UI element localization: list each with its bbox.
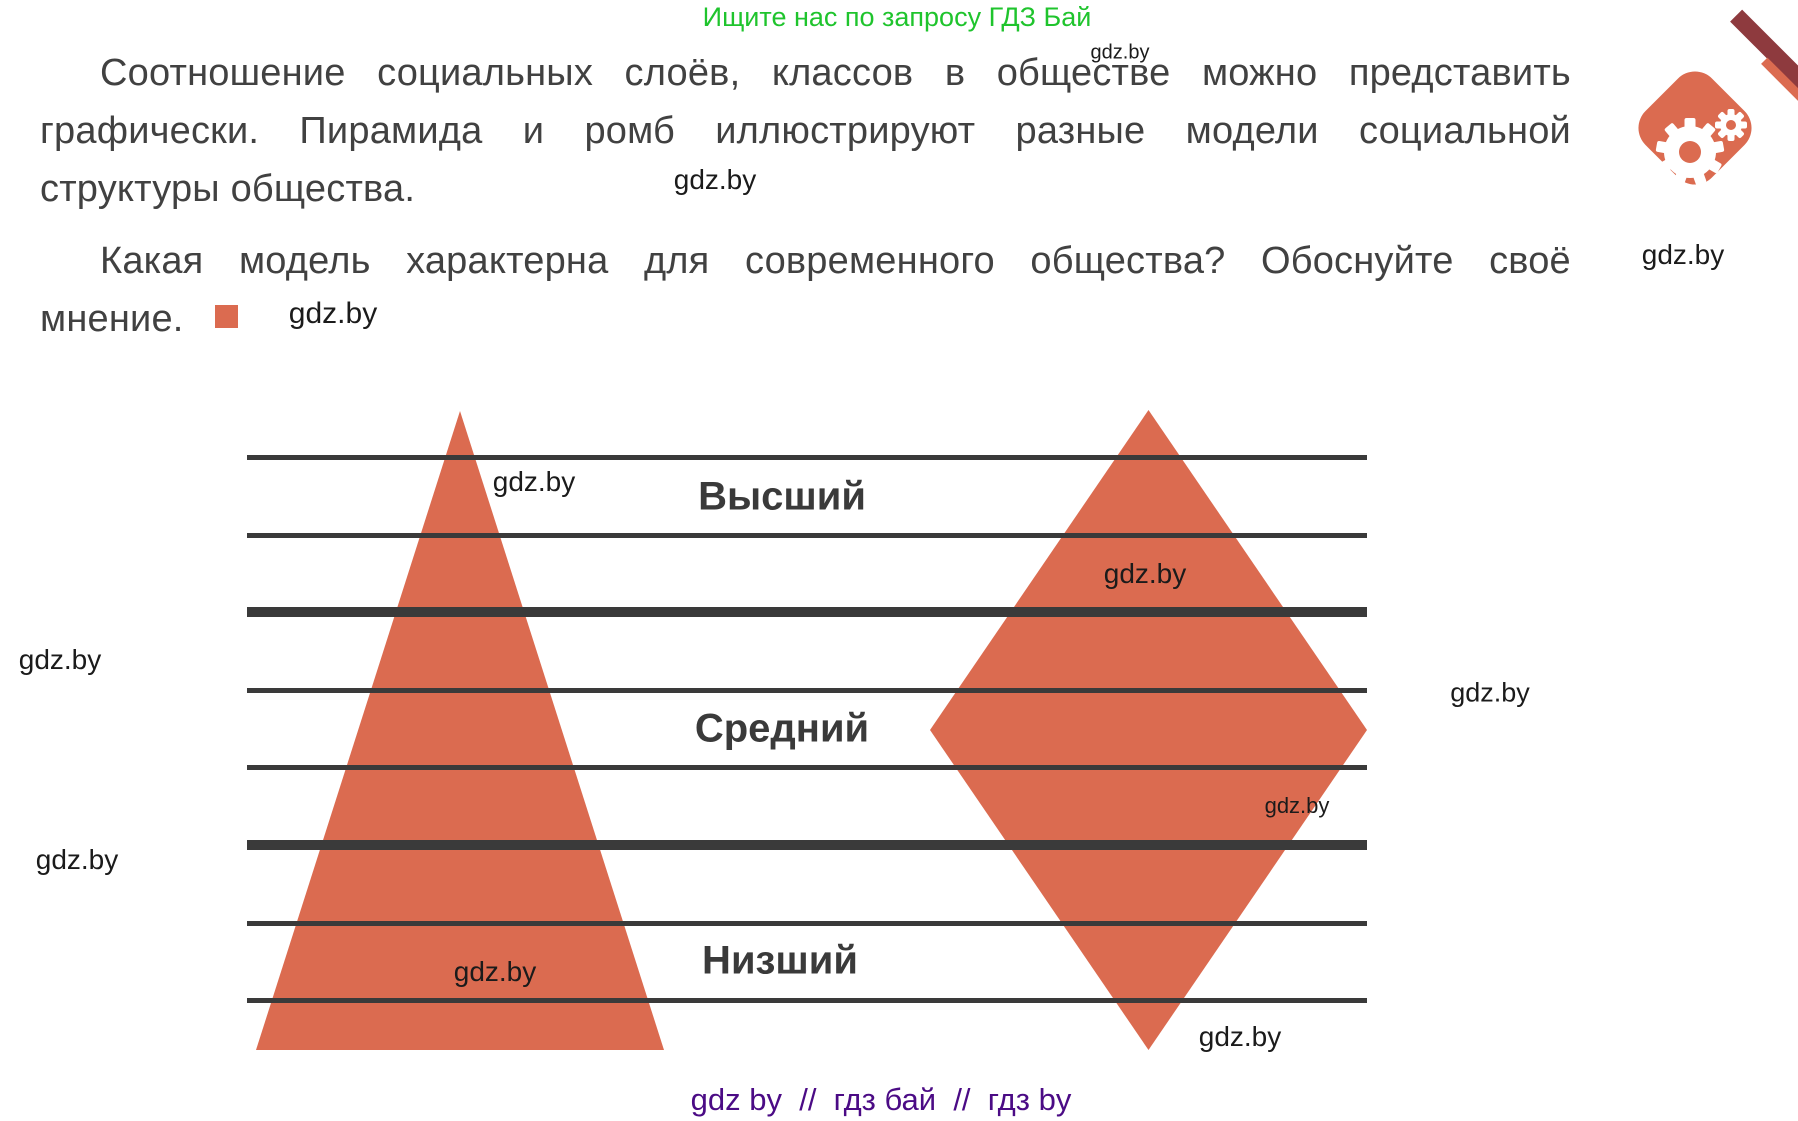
- gears-icon: [1655, 109, 1747, 186]
- watermark-text: gdz.by: [453, 956, 537, 987]
- paragraph-line: графически. Пирамида и ромб иллюстрируют разн…: [40, 110, 1571, 152]
- paragraph: Соотношение социальных слоёв, классов в общес…: [40, 44, 1571, 218]
- watermark-text: gdz.by: [1103, 558, 1187, 589]
- watermark-text: gdz.by: [673, 164, 757, 195]
- exercise-text: Соотношение социальных слоёв, классов в общес…: [40, 44, 1571, 348]
- stratum-line: [247, 997, 1367, 1003]
- pyramid-shape: [256, 411, 664, 1050]
- stratum-line: [247, 532, 1367, 538]
- watermark-text: gdz.by: [35, 844, 119, 875]
- stratum-line: [247, 764, 1367, 770]
- watermark-text: gdz.by: [1641, 239, 1725, 270]
- footer-watermark-text: gdz by // гдз бай // гдз by: [690, 1082, 1072, 1117]
- watermark-text: gdz.by: [18, 644, 102, 675]
- rhombus-shape: [930, 410, 1367, 1050]
- stratum-label: Высший: [698, 474, 866, 519]
- promo-text: Ищите нас по запросу ГДЗ Бай: [702, 2, 1092, 32]
- paragraph-line: Соотношение социальных слоёв, классов в общес…: [100, 52, 1571, 94]
- watermark-text: gdz.by: [492, 466, 576, 497]
- stratum-label: Низший: [702, 938, 858, 983]
- watermark-text: gdz.by: [1090, 41, 1150, 64]
- list-marker-square: [215, 305, 238, 328]
- stratum-line: [247, 920, 1367, 926]
- paragraph: Какая модель характерна для современного обще…: [40, 232, 1571, 348]
- stratum-line: [247, 840, 1367, 850]
- paragraph-line: мнение.: [40, 298, 184, 340]
- stratum-line: [247, 687, 1367, 693]
- watermark-text: gdz.by: [288, 297, 378, 330]
- paragraph-line: структуры общества.: [40, 168, 416, 210]
- watermark-text: gdz.by: [1264, 793, 1330, 818]
- stratum-line: [247, 607, 1367, 617]
- stratum-label: Средний: [694, 706, 870, 751]
- stratum-line: [247, 454, 1367, 460]
- paragraph-line: Какая модель характерна для современного обще…: [100, 240, 1571, 282]
- watermark-text: gdz.by: [1198, 1021, 1282, 1052]
- watermark-text: gdz.by: [1450, 677, 1530, 708]
